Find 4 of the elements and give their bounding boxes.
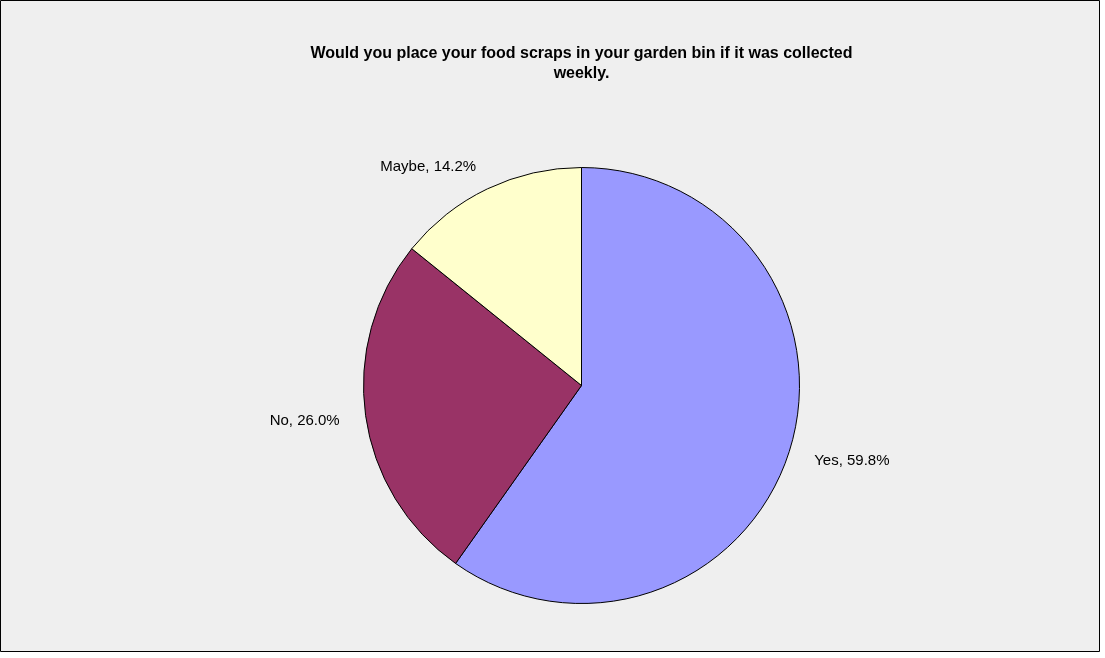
slice-label: Yes, 59.8% [814,450,890,468]
slice-label: Maybe, 14.2% [380,156,477,174]
slice-label: No, 26.0% [269,410,340,428]
chart-title: Would you place your food scraps in your garden bin if it was collected weekly. [310,44,853,81]
